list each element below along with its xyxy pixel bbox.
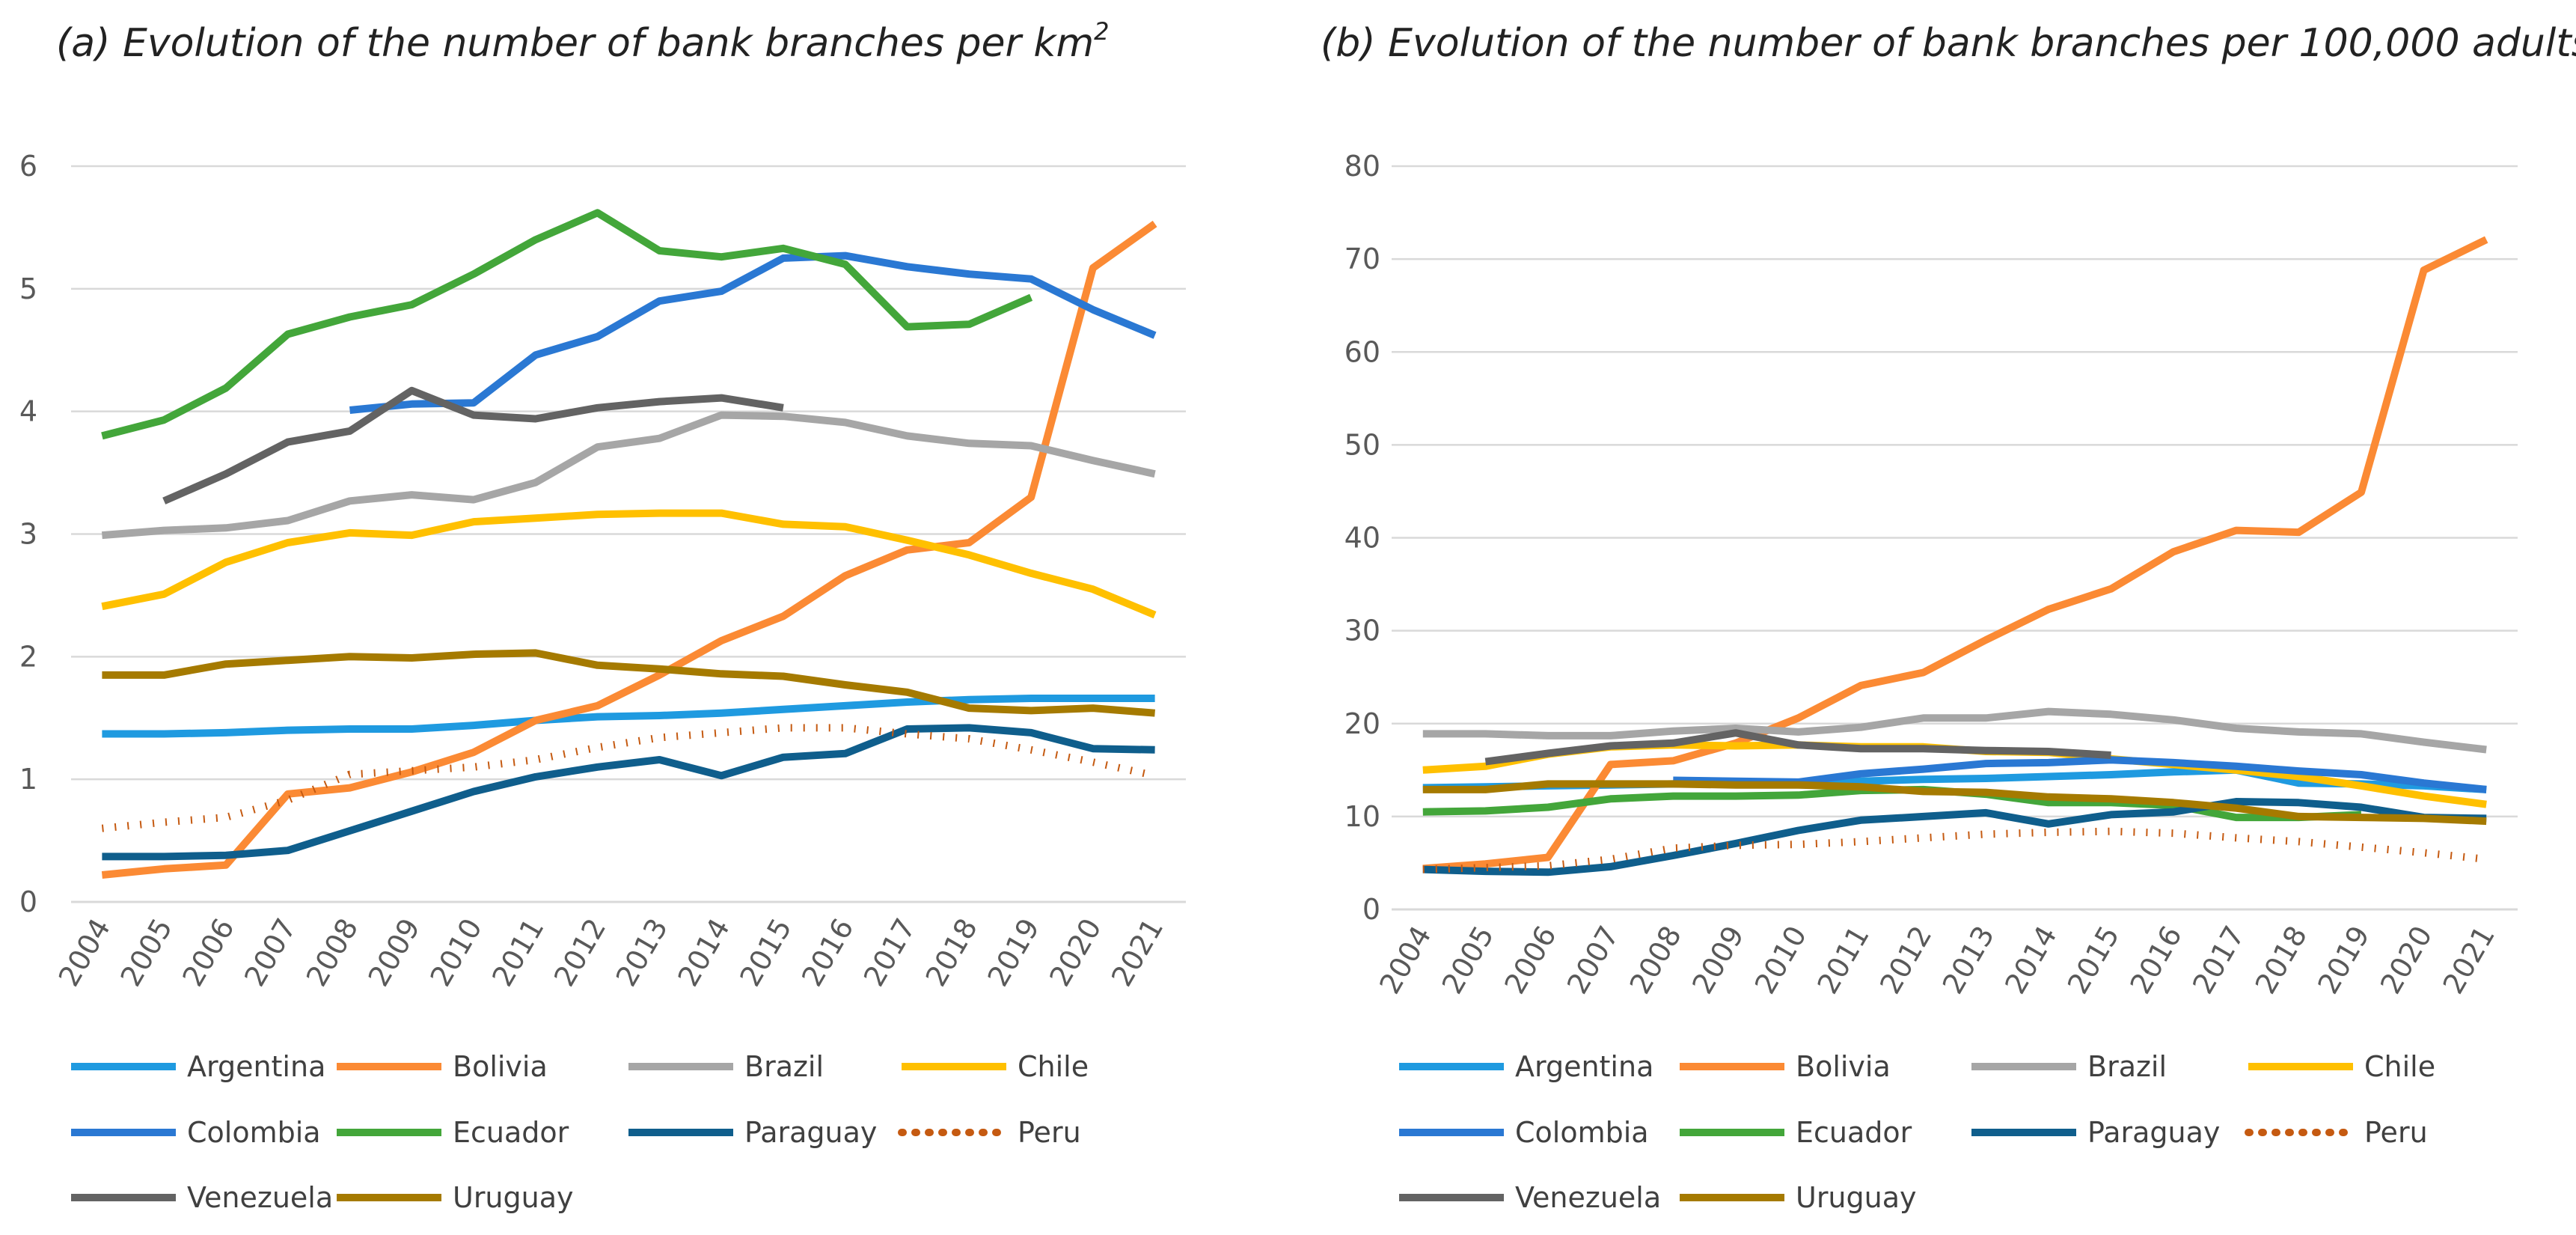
x-tick-label: 2005 xyxy=(1436,920,1500,999)
x-tick-label: 2011 xyxy=(1811,921,1875,1000)
legend-label-paraguay: Paraguay xyxy=(744,1116,877,1149)
y-tick-label: 30 xyxy=(1344,615,1380,647)
x-tick-label: 2008 xyxy=(300,913,364,992)
legend-label-venezuela: Venezuela xyxy=(1515,1181,1661,1214)
x-tick-label: 2021 xyxy=(1105,913,1169,992)
x-tick-label: 2007 xyxy=(238,913,302,992)
x-tick-label: 2018 xyxy=(2249,921,2313,1000)
x-tick-label: 2015 xyxy=(2061,921,2126,1000)
legend-label-bolivia: Bolivia xyxy=(1796,1050,1891,1083)
x-tick-label: 2017 xyxy=(2186,921,2251,1000)
x-tick-label: 2014 xyxy=(1998,921,2063,1000)
series-line-peru xyxy=(1422,827,2487,873)
legend-label-peru: Peru xyxy=(1018,1116,1081,1149)
x-tick-label: 2011 xyxy=(486,913,550,992)
series-line-bolivia xyxy=(101,220,1157,879)
series-line-uruguay xyxy=(102,649,1155,717)
x-tick-label: 2015 xyxy=(733,913,798,992)
y-tick-label: 0 xyxy=(1362,893,1380,926)
series-line-venezuela xyxy=(1484,729,2111,766)
x-tick-label: 2020 xyxy=(1043,913,1107,992)
series-line-ecuador xyxy=(101,209,1033,440)
chart-panel-a: (a) Evolution of the number of bank bran… xyxy=(19,17,1186,1214)
legend-label-uruguay: Uruguay xyxy=(1796,1181,1917,1214)
x-tick-label: 2009 xyxy=(1686,921,1750,1000)
legend-label-argentina: Argentina xyxy=(1515,1050,1653,1083)
x-tick-label: 2019 xyxy=(981,913,1045,992)
series-line-peru xyxy=(101,724,1156,832)
legend-label-brazil: Brazil xyxy=(2087,1050,2167,1083)
y-tick-label: 60 xyxy=(1344,335,1380,368)
legend-label-uruguay: Uruguay xyxy=(453,1181,574,1214)
x-tick-label: 2004 xyxy=(1373,921,1437,1000)
x-tick-label: 2013 xyxy=(1936,921,2001,1000)
x-tick-label: 2009 xyxy=(362,913,426,992)
legend-label-colombia: Colombia xyxy=(187,1116,321,1149)
x-tick-label: 2010 xyxy=(1749,921,1813,1000)
series-line-paraguay xyxy=(1422,798,2487,876)
series-line-colombia xyxy=(349,251,1157,414)
series-line-paraguay xyxy=(102,724,1155,861)
series-line-uruguay xyxy=(1422,780,2487,826)
chart-panel-b: (b) Evolution of the number of bank bran… xyxy=(1321,21,2576,1214)
y-tick-label: 10 xyxy=(1344,800,1380,833)
chart-title-b: (b) Evolution of the number of bank bran… xyxy=(1321,21,2576,66)
x-tick-label: 2017 xyxy=(857,913,922,992)
legend-label-venezuela: Venezuela xyxy=(187,1181,333,1214)
x-tick-label: 2008 xyxy=(1624,921,1688,1000)
y-tick-label: 50 xyxy=(1344,428,1380,461)
chart-title-a: (a) Evolution of the number of bank bran… xyxy=(56,17,1109,66)
y-tick-label: 3 xyxy=(19,518,37,551)
x-tick-label: 2021 xyxy=(2437,921,2501,1000)
series-line-chile xyxy=(101,509,1157,619)
y-tick-label: 2 xyxy=(19,640,37,673)
series-line-brazil xyxy=(102,411,1156,540)
legend-label-ecuador: Ecuador xyxy=(1796,1116,1912,1149)
legend-label-bolivia: Bolivia xyxy=(453,1050,548,1083)
y-tick-label: 70 xyxy=(1344,243,1380,275)
x-tick-label: 2020 xyxy=(2374,921,2438,1000)
series-line-colombia xyxy=(1673,756,2487,793)
series-line-venezuela xyxy=(162,386,784,504)
x-tick-label: 2007 xyxy=(1561,921,1625,1000)
series-line-brazil xyxy=(1422,707,2487,754)
legend-label-ecuador: Ecuador xyxy=(453,1116,569,1149)
x-tick-label: 2012 xyxy=(548,913,612,992)
x-tick-label: 2014 xyxy=(671,913,735,992)
x-tick-label: 2018 xyxy=(920,913,984,992)
y-tick-label: 5 xyxy=(19,272,37,305)
series-line-argentina xyxy=(102,695,1155,738)
legend-label-chile: Chile xyxy=(1018,1050,1089,1083)
legend-label-peru: Peru xyxy=(2364,1116,2428,1149)
x-tick-label: 2019 xyxy=(2311,921,2375,1000)
x-tick-label: 2004 xyxy=(52,913,117,992)
legend-label-chile: Chile xyxy=(2364,1050,2435,1083)
series-line-bolivia xyxy=(1422,236,2488,873)
x-tick-label: 2005 xyxy=(114,913,178,992)
x-tick-label: 2012 xyxy=(1873,921,1938,1000)
y-tick-label: 0 xyxy=(19,885,37,918)
x-tick-label: 2006 xyxy=(176,913,240,992)
x-tick-label: 2016 xyxy=(795,913,860,992)
legend-label-colombia: Colombia xyxy=(1515,1116,1649,1149)
x-tick-label: 2013 xyxy=(610,913,674,992)
x-tick-label: 2016 xyxy=(2123,921,2188,1000)
x-tick-label: 2006 xyxy=(1498,921,1562,1000)
legend-label-paraguay: Paraguay xyxy=(2087,1116,2220,1149)
y-tick-label: 4 xyxy=(19,395,37,428)
y-tick-label: 6 xyxy=(19,150,37,183)
legend-label-brazil: Brazil xyxy=(744,1050,824,1083)
y-tick-label: 40 xyxy=(1344,522,1380,555)
y-tick-label: 20 xyxy=(1344,707,1380,740)
x-tick-label: 2010 xyxy=(423,913,488,992)
legend-label-argentina: Argentina xyxy=(187,1050,325,1083)
y-tick-label: 1 xyxy=(19,763,37,796)
y-tick-label: 80 xyxy=(1344,150,1380,183)
